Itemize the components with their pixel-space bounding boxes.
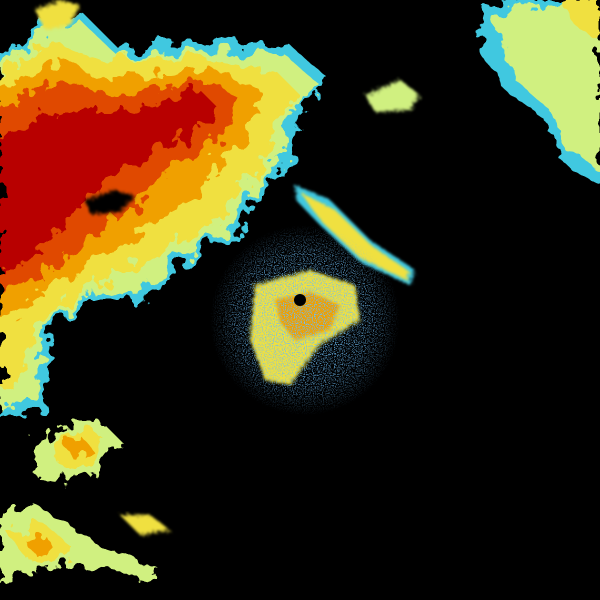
storm-nw-gap bbox=[85, 190, 135, 214]
cell-top-left bbox=[35, 0, 80, 30]
cell-sw-moderate bbox=[62, 435, 90, 458]
radar-site-marker bbox=[294, 294, 306, 306]
storm-nw-heavy bbox=[0, 90, 220, 270]
cell-s-moderate bbox=[25, 535, 55, 555]
cell-s-small bbox=[120, 515, 170, 535]
rain-band-light bbox=[300, 192, 410, 280]
storm-ne-light bbox=[495, 5, 600, 170]
cell-north-trace bbox=[365, 80, 420, 112]
storm-ne-moderate bbox=[560, 0, 600, 40]
cell-s-trace bbox=[0, 500, 160, 585]
radar-ground-clutter bbox=[210, 225, 400, 415]
